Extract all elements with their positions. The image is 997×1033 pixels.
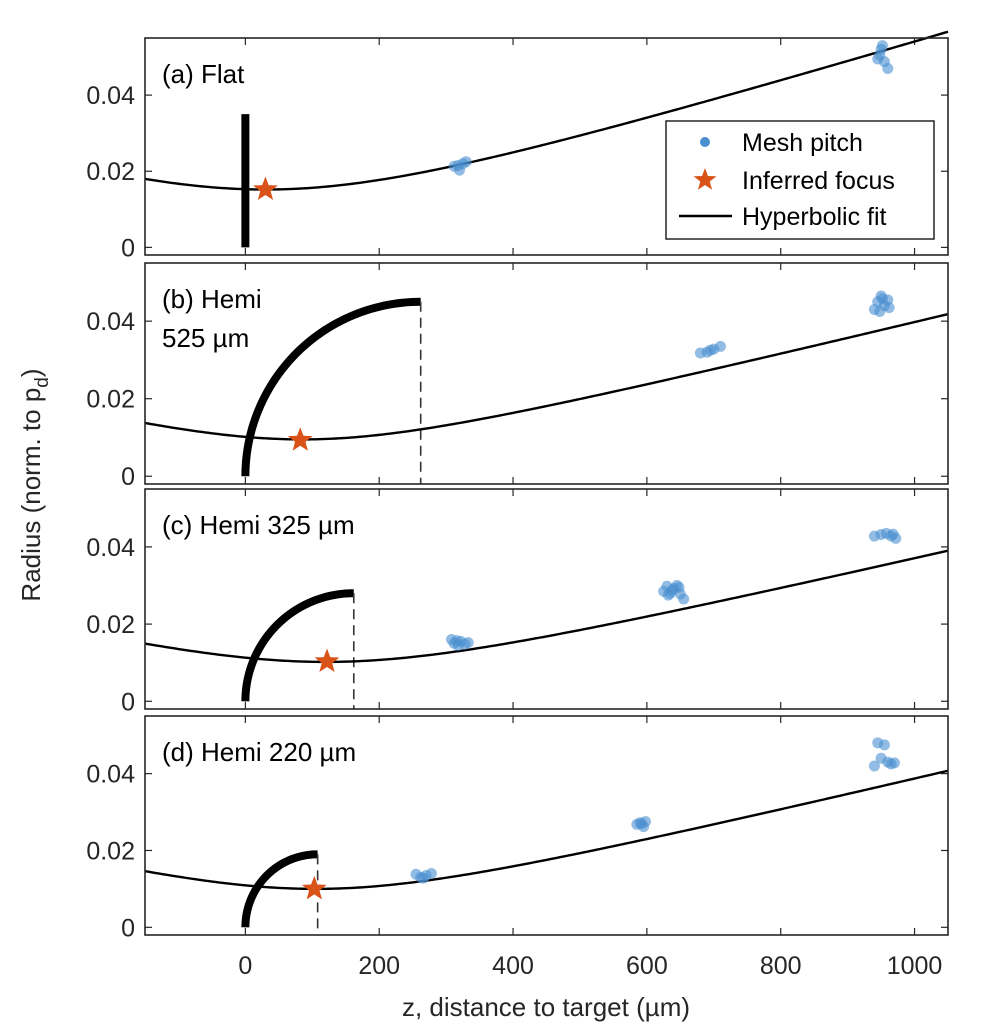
legend-marker-mesh-pitch	[700, 137, 710, 147]
y-tick-label-d: 0	[121, 914, 135, 942]
inferred-focus-star-b	[287, 427, 313, 451]
x-tick-label: 1000	[887, 952, 943, 980]
panel-label-line2-b: 525 µm	[162, 323, 249, 353]
mesh-pitch-point-d	[888, 757, 900, 769]
y-tick-label-d: 0.04	[86, 761, 135, 789]
mesh-pitch-point-b	[876, 293, 888, 305]
y-axis-label-close: )	[16, 368, 46, 377]
y-axis-label: Radius (norm. to pd)	[16, 368, 53, 601]
panel-b: 0 0.02 0.04 (b) Hemi 525 µm	[86, 262, 949, 491]
hemi-target-d	[241, 850, 318, 928]
x-axis-label: z, distance to target (µm)	[402, 992, 690, 1022]
inferred-focus-star-c	[314, 648, 340, 673]
mesh-pitch-point-b	[704, 344, 716, 356]
x-tick-label: 400	[492, 952, 534, 980]
panel-c: 0 0.02 0.04 (c) Hemi 325 µm	[86, 488, 949, 716]
y-tick-label-c: 0.02	[86, 611, 135, 639]
axes-frame-c	[144, 488, 949, 710]
axes-frame-a	[144, 37, 949, 256]
mesh-pitch-point-d	[417, 872, 429, 884]
mesh-pitch-point-b	[714, 340, 726, 352]
mesh-pitch-point-d	[425, 868, 437, 880]
mesh-pitch-point-c	[462, 637, 474, 649]
mesh-pitch-point-c	[662, 589, 674, 601]
y-tick-label-a: 0.04	[86, 82, 135, 110]
x-tick-label: 800	[760, 952, 802, 980]
y-axis-label-subscript: d	[32, 377, 53, 388]
hemi-target-b	[241, 297, 421, 477]
mesh-pitch-point-a	[874, 49, 886, 61]
axes-frame-d	[144, 715, 949, 936]
mesh-pitch-point-c	[451, 635, 463, 647]
x-tick-label: 0	[238, 952, 252, 980]
mesh-pitch-point-b	[874, 305, 886, 317]
mesh-pitch-point-c	[887, 528, 899, 540]
legend-label-mesh-pitch: Mesh pitch	[742, 129, 863, 157]
y-tick-label-c: 0	[121, 688, 135, 716]
hyperbolic-fit-line-c	[144, 549, 949, 664]
inferred-focus-star-a	[253, 176, 278, 201]
mesh-pitch-point-c	[673, 581, 685, 593]
panel-label-c: (c) Hemi 325 µm	[162, 510, 355, 540]
mesh-pitch-point-d	[878, 739, 890, 751]
mesh-pitch-point-d	[636, 818, 648, 830]
hyperbolic-fit-line-a	[144, 30, 949, 191]
hyperbolic-fit-line-d	[144, 769, 949, 891]
y-tick-label-d: 0.02	[86, 837, 135, 865]
y-axis-label-main: Radius (norm. to p	[16, 388, 46, 602]
mesh-pitch-point-b	[883, 302, 895, 314]
legend-label-inferred-focus: Inferred focus	[742, 167, 895, 195]
x-axis-tick-labels: 0 200 400 600 800 1000	[238, 952, 942, 980]
y-tick-label-b: 0	[121, 463, 135, 491]
y-tick-label-b: 0.02	[86, 386, 135, 414]
mesh-pitch-point-a	[452, 160, 464, 172]
legend-marker-inferred-focus	[693, 168, 717, 190]
axes-frame-b	[144, 262, 949, 485]
x-tick-label: 200	[358, 952, 400, 980]
panel-a: 0 0.02 0.04 (a) Flat	[86, 30, 949, 262]
panel-d: 0 0.02 0.04 (d) Hemi 220 µm	[86, 715, 949, 942]
legend: Mesh pitch Inferred focus Hyperbolic fit	[665, 120, 935, 240]
hyperbolic-fit-line-b	[144, 312, 949, 441]
panel-label-d: (d) Hemi 220 µm	[162, 737, 356, 767]
panel-label-b: (b) Hemi	[162, 284, 262, 314]
legend-label-hyperbolic-fit: Hyperbolic fit	[742, 203, 887, 231]
y-tick-label-a: 0	[121, 234, 135, 262]
y-tick-label-a: 0.02	[86, 158, 135, 186]
y-tick-label-c: 0.04	[86, 534, 135, 562]
hemi-target-c	[241, 589, 354, 702]
mesh-pitch-point-d	[868, 760, 880, 772]
panel-label-a: (a) Flat	[162, 59, 245, 89]
inferred-focus-star-d	[301, 875, 327, 900]
mesh-pitch-point-c	[678, 593, 690, 605]
x-tick-label: 600	[626, 952, 668, 980]
y-tick-label-b: 0.04	[86, 308, 135, 336]
mesh-pitch-point-a	[882, 62, 894, 74]
mesh-pitch-point-a	[876, 40, 888, 52]
